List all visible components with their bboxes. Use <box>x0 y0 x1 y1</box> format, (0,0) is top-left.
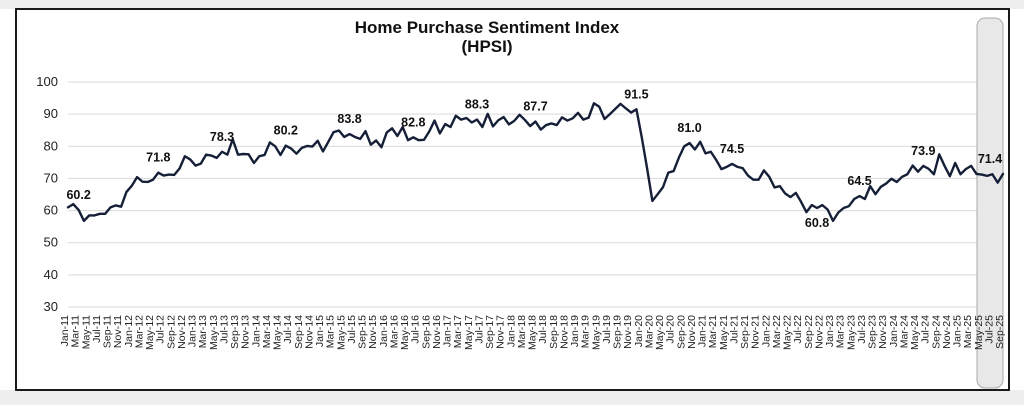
svg-text:60.8: 60.8 <box>805 216 829 230</box>
svg-text:87.7: 87.7 <box>523 100 547 114</box>
svg-text:81.0: 81.0 <box>677 121 701 135</box>
svg-text:50: 50 <box>44 235 58 250</box>
svg-text:78.3: 78.3 <box>210 130 234 144</box>
svg-text:(HPSI): (HPSI) <box>462 37 513 56</box>
svg-text:71.4: 71.4 <box>978 152 1002 166</box>
svg-text:91.5: 91.5 <box>624 87 648 101</box>
svg-text:88.3: 88.3 <box>465 98 489 112</box>
svg-text:60: 60 <box>44 203 58 218</box>
svg-text:Sep-25: Sep-25 <box>994 315 1006 349</box>
svg-text:40: 40 <box>44 267 58 282</box>
svg-text:60.2: 60.2 <box>66 188 90 202</box>
svg-text:30: 30 <box>44 299 58 314</box>
svg-text:82.8: 82.8 <box>401 115 425 129</box>
svg-text:Home Purchase Sentiment Index: Home Purchase Sentiment Index <box>355 18 620 37</box>
svg-text:71.8: 71.8 <box>146 151 170 165</box>
svg-text:80.2: 80.2 <box>274 124 298 138</box>
svg-text:90: 90 <box>44 106 58 121</box>
svg-text:100: 100 <box>36 74 58 89</box>
svg-text:74.5: 74.5 <box>720 142 744 156</box>
svg-text:64.5: 64.5 <box>847 174 871 188</box>
svg-text:70: 70 <box>44 170 58 185</box>
svg-text:83.8: 83.8 <box>337 112 361 126</box>
svg-text:80: 80 <box>44 138 58 153</box>
svg-text:73.9: 73.9 <box>911 144 935 158</box>
